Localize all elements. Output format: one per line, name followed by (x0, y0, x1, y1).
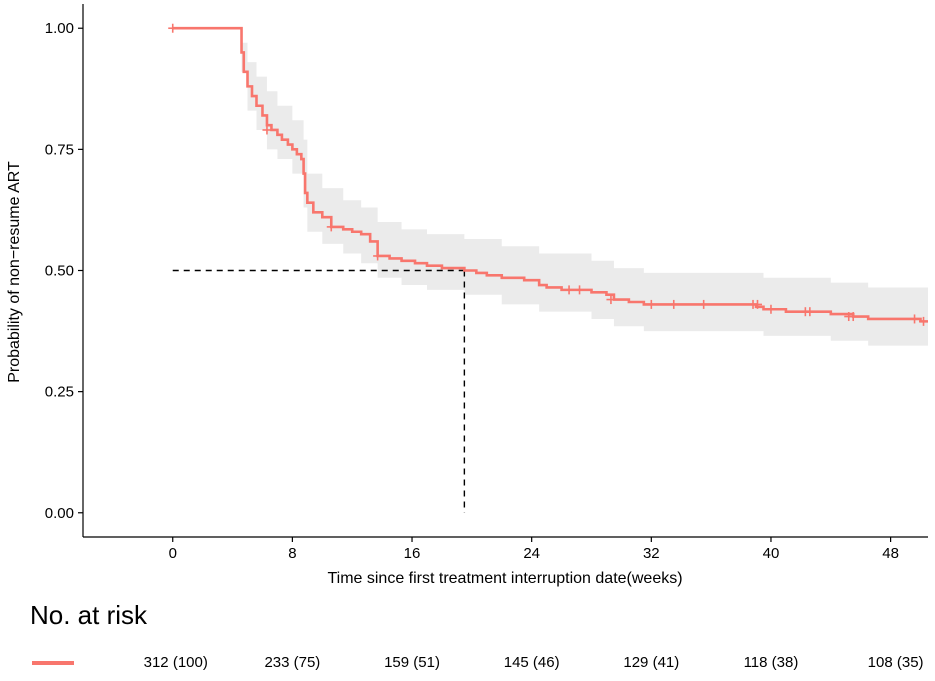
axes: 0.00 0.25 0.50 0.75 1.00 0 8 16 24 32 40 48 (45, 4, 928, 562)
risk-table-cell: 312 (100) (143, 654, 208, 671)
risk-legend-swatch (32, 661, 74, 665)
censor-mark (373, 251, 383, 261)
risk-table-title: No. at risk (30, 600, 148, 630)
censor-mark (699, 299, 709, 309)
median-lines (172, 269, 466, 513)
risk-table-cell: 118 (38) (743, 654, 799, 671)
censor-marks (168, 23, 929, 326)
x-tick-label: 40 (763, 545, 780, 562)
x-tick-label: 24 (523, 545, 540, 562)
y-tick-label: 0.25 (45, 384, 74, 401)
x-tick-label: 0 (169, 545, 177, 562)
censor-mark (753, 299, 763, 309)
y-tick-label: 0.50 (45, 263, 74, 280)
km-plot: 0.00 0.25 0.50 0.75 1.00 0 8 16 24 32 40 48 Time si… (6, 4, 929, 587)
risk-table-cell: 233 (75) (264, 654, 321, 671)
x-tick-label: 8 (288, 545, 296, 562)
y-tick-label: 1.00 (45, 20, 74, 37)
risk-table-cell: 145 (46) (503, 654, 560, 671)
censor-mark (910, 314, 920, 324)
censor-mark (848, 312, 858, 322)
risk-table-cell: 159 (51) (384, 654, 440, 671)
risk-table-cell: 129 (41) (623, 654, 680, 671)
censor-mark (564, 285, 574, 295)
censor-mark (168, 23, 178, 33)
censor-mark (766, 304, 776, 314)
censor-mark (669, 299, 679, 309)
y-tick-label: 0.75 (45, 141, 74, 158)
censor-mark (575, 285, 585, 295)
censor-mark (606, 295, 616, 305)
x-tick-label: 48 (882, 545, 899, 562)
y-tick-label: 0.00 (45, 505, 74, 522)
x-tick-label: 32 (643, 545, 660, 562)
censor-mark (805, 307, 815, 317)
censor-mark (646, 299, 656, 309)
x-tick-label: 16 (404, 545, 421, 562)
risk-table-cell: 108 (35) (867, 654, 924, 671)
x-axis-label: Time since first treatment interruption … (327, 570, 682, 587)
confidence-band-layer (172, 28, 929, 351)
y-axis-label: Probability of non−resume ART (6, 161, 23, 383)
censor-mark (326, 222, 336, 232)
confidence-band (172, 28, 929, 351)
censor-mark (262, 125, 272, 135)
censor-mark (919, 316, 929, 326)
